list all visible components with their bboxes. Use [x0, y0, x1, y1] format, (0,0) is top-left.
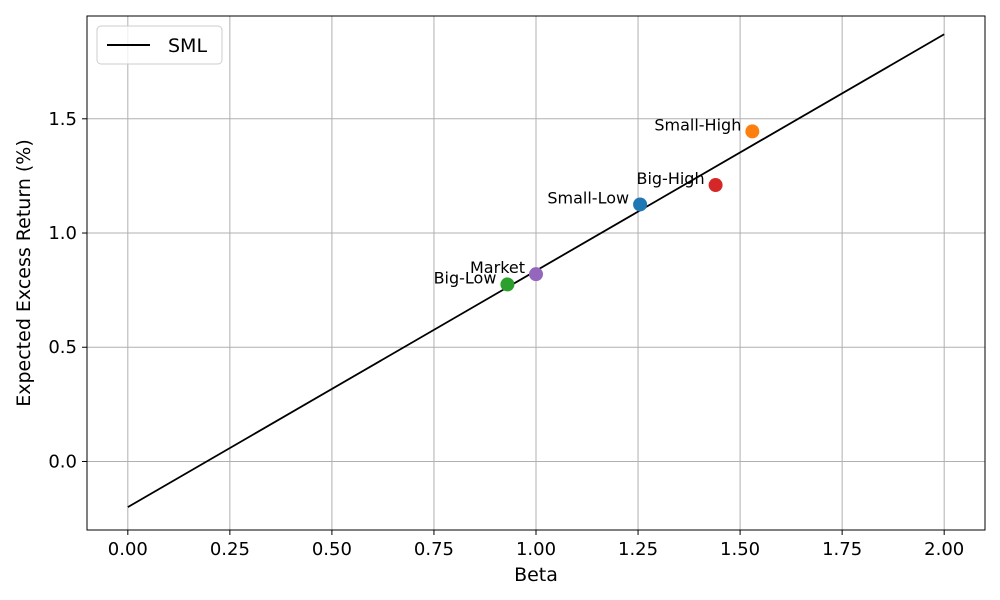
legend: SML: [96, 25, 223, 65]
y-tick-label: 1.5: [48, 109, 77, 130]
legend-label-sml: SML: [168, 35, 207, 57]
data-point: [708, 178, 723, 193]
data-point: [633, 197, 648, 212]
x-tick-label: 2.00: [924, 539, 964, 560]
y-axis-ticks: 0.0 0.5 1.0 1.5: [48, 109, 87, 472]
y-tick-label: 1.0: [48, 223, 77, 244]
x-tick-label: 1.75: [822, 539, 862, 560]
data-point-label: Big-Low: [434, 268, 497, 287]
x-tick-label: 1.25: [618, 539, 658, 560]
data-point-label: Big-High: [636, 169, 704, 188]
x-tick-label: 0.25: [210, 539, 250, 560]
y-axis-title: Expected Excess Return (%): [13, 139, 35, 407]
x-tick-label: 1.50: [720, 539, 760, 560]
data-point-labels: Small-Low Small-High Big-Low Big-High Market: [434, 115, 742, 287]
x-tick-label: 0.00: [108, 539, 148, 560]
data-point: [529, 267, 543, 282]
data-point-label: Small-Low: [547, 188, 629, 207]
data-point: [500, 277, 515, 292]
legend-box: [96, 25, 223, 65]
y-tick-label: 0.5: [48, 337, 77, 358]
y-tick-label: 0.0: [48, 451, 77, 472]
x-tick-label: 0.50: [312, 539, 352, 560]
x-axis-ticks: 0.00 0.25 0.50 0.75 1.00 1.25 1.50 1.75 2.00: [108, 530, 964, 560]
x-tick-label: 1.00: [516, 539, 556, 560]
x-axis-title: Beta: [514, 564, 558, 586]
data-point-label: Market: [470, 258, 525, 277]
x-tick-label: 0.75: [414, 539, 454, 560]
data-point-label: Small-High: [654, 115, 741, 134]
data-points: [500, 124, 760, 292]
data-point: [745, 124, 760, 139]
